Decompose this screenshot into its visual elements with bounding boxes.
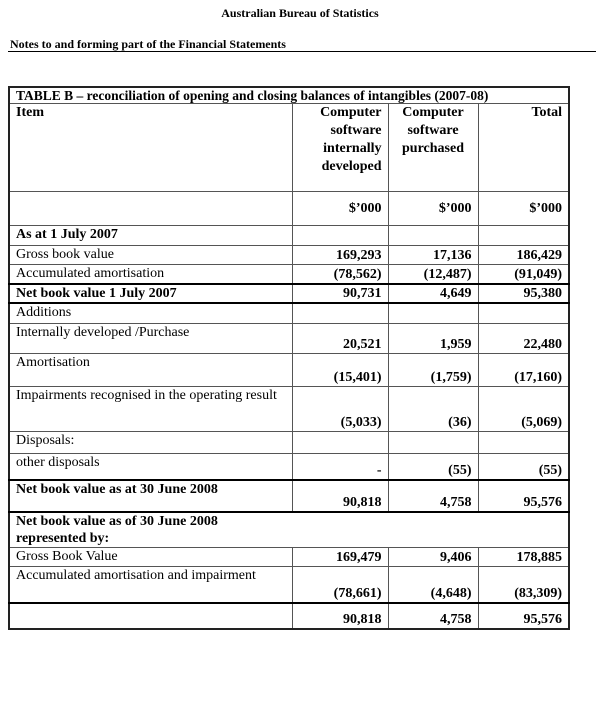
row-label [8,601,293,629]
cell: 169,293 [291,245,389,265]
header-rule [8,51,596,52]
table-row: Impairments recognised in the operating … [8,386,570,432]
row-label: Accumulated amortisation [8,264,293,284]
row-label: Disposals: [8,431,293,454]
column-header-purchased: Computer software purchased [387,103,479,192]
row-label: Internally developed /Purchase [8,323,293,354]
table-row: 90,818 4,758 95,576 [8,601,570,629]
table-row: Internally developed /Purchase 20,521 1,… [8,323,570,354]
table-row: Accumulated amortisation and impairment … [8,566,570,603]
cell: 1,959 [387,323,479,354]
cell: 169,479 [291,547,389,567]
intangibles-reconciliation-table: TABLE B – reconciliation of opening and … [8,86,571,630]
cell: (55) [477,453,570,480]
column-header-item: Item [8,103,293,192]
cell: 90,731 [291,282,389,304]
row-label: Impairments recognised in the operating … [8,386,293,432]
table-row: Gross book value 169,293 17,136 186,429 [8,245,570,265]
column-header-total: Total [477,103,570,192]
table-row: Amortisation (15,401) (1,759) (17,160) [8,353,570,387]
cell: (91,049) [477,264,570,284]
cell: (17,160) [477,353,570,387]
cell: 9,406 [387,547,479,567]
cell: 20,521 [291,323,389,354]
row-label: Additions [8,302,293,324]
cell: (1,759) [387,353,479,387]
cell: 4,758 [387,601,479,629]
row-label: Gross Book Value [8,547,293,567]
cell: 178,885 [477,547,570,567]
units-cell: $’000 [477,191,570,226]
row-label: Accumulated amortisation and impairment [8,566,293,603]
cell: 95,380 [477,282,570,304]
cell: (5,033) [291,386,389,432]
cell: 186,429 [477,245,570,265]
table-row: Additions [8,302,570,324]
cell: - [291,453,389,480]
cell: 4,758 [387,478,479,513]
cell: 90,818 [291,478,389,513]
row-label: Net book value as at 30 June 2008 [8,478,293,513]
row-label: other disposals [8,453,293,480]
cell: (4,648) [387,566,479,603]
cell: 17,136 [387,245,479,265]
cell: (12,487) [387,264,479,284]
table-row: other disposals - (55) (55) [8,453,570,480]
row-label: Gross book value [8,245,293,265]
cell: (78,661) [291,566,389,603]
table-row: Net book value 1 July 2007 90,731 4,649 … [8,282,570,304]
cell: 90,818 [291,601,389,629]
cell: (15,401) [291,353,389,387]
row-label: Net book value 1 July 2007 [8,282,293,304]
units-cell: $’000 [387,191,479,226]
row-label: Amortisation [8,353,293,387]
table-row: Accumulated amortisation (78,562) (12,48… [8,264,570,284]
cell: 22,480 [477,323,570,354]
organisation-name: Australian Bureau of Statistics [221,6,379,20]
cell: (36) [387,386,479,432]
table-title: TABLE B – reconciliation of opening and … [8,86,570,104]
table-row: Net book value as at 30 June 2008 90,818… [8,478,570,513]
units-cell: $’000 [291,191,389,226]
table-row: Net book value as of 30 June 2008 repres… [8,511,570,548]
section-title: Notes to and forming part of the Financi… [10,37,286,51]
cell: (55) [387,453,479,480]
units-label [8,191,293,226]
cell: (83,309) [477,566,570,603]
cell: 95,576 [477,601,570,629]
row-label: Net book value as of 30 June 2008 repres… [8,511,570,548]
cell: 95,576 [477,478,570,513]
column-header-internal: Computer software internally developed [291,103,389,192]
table-row: Gross Book Value 169,479 9,406 178,885 [8,547,570,567]
table-row: As at 1 July 2007 [8,225,570,246]
cell: (78,562) [291,264,389,284]
row-label: As at 1 July 2007 [8,225,293,246]
table-row: Disposals: [8,431,570,454]
cell: 4,649 [387,282,479,304]
cell: (5,069) [477,386,570,432]
